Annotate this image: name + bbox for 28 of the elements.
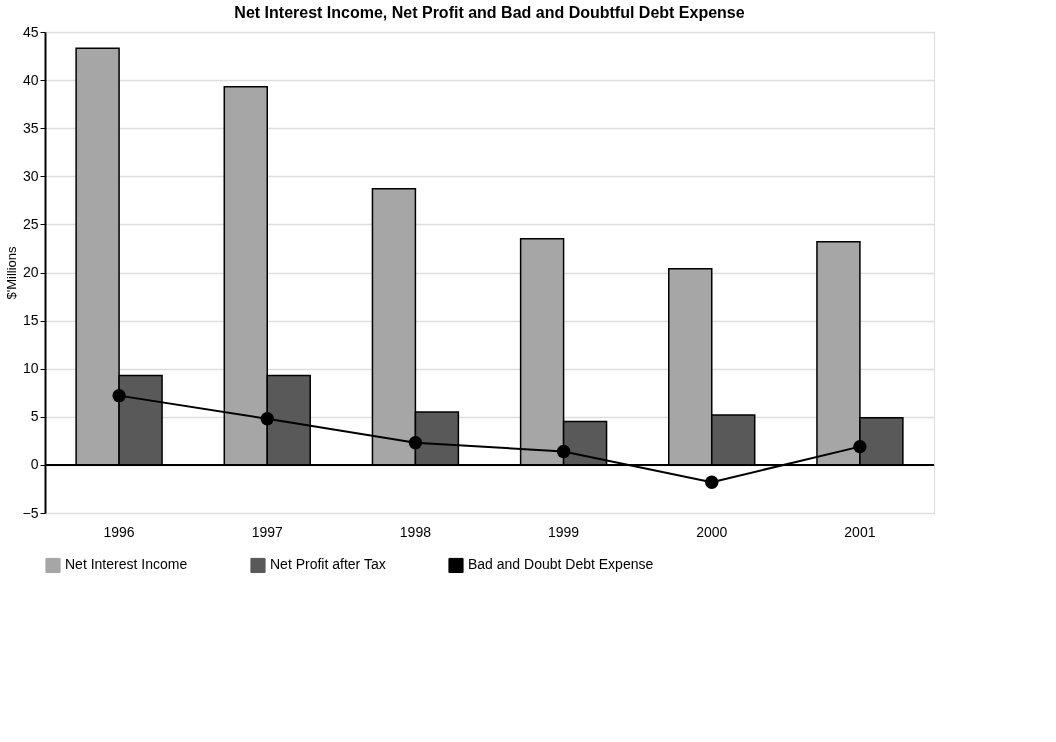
y-axis-title: $'Millions [3, 245, 19, 300]
y-tick-label: 5 [30, 408, 39, 425]
chart-title: Net Interest Income, Net Profit and Bad and Doubtful Debt Expense [234, 4, 745, 21]
x-tick-label: 2001 [844, 523, 876, 540]
point [853, 439, 867, 454]
point [408, 436, 423, 450]
y-tick-label: 30 [22, 167, 39, 184]
y-tick-label: 10 [22, 360, 39, 377]
y-tick-label: −5 [22, 504, 39, 521]
legend-label: Net Profit after Tax [270, 556, 386, 573]
y-tick-label: 35 [22, 119, 39, 136]
legend-label: Bad and Doubt Debt Expense [468, 556, 654, 573]
x-tick-label: 1999 [548, 523, 580, 540]
legend-label: Net Interest Income [65, 556, 188, 573]
point [556, 444, 571, 459]
y-tick-label: 0 [30, 456, 39, 473]
point [112, 388, 126, 403]
point [705, 475, 719, 489]
x-tick-label: 2000 [696, 523, 728, 540]
x-tick-label: 1997 [251, 523, 284, 540]
point [260, 412, 274, 426]
x-tick-label: 1998 [399, 523, 432, 540]
y-tick-label: 25 [22, 215, 39, 232]
y-tick-label: 20 [22, 264, 39, 280]
x-tick-label: 1996 [103, 523, 135, 540]
y-tick-label: 45 [22, 23, 39, 40]
y-tick-label: 40 [22, 71, 39, 88]
y-tick-label: 15 [22, 312, 39, 329]
